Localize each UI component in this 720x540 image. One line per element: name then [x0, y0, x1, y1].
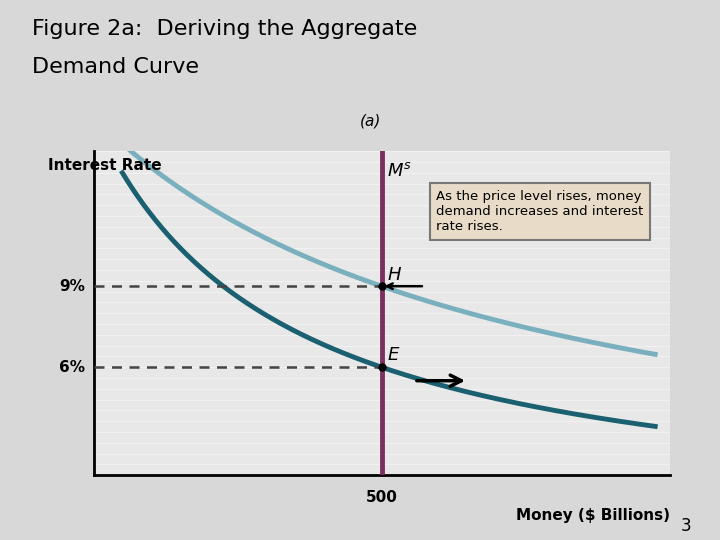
- Text: Interest Rate: Interest Rate: [48, 158, 161, 173]
- Text: (a): (a): [359, 113, 381, 129]
- Text: 500: 500: [366, 490, 397, 505]
- Text: $\mathit{E}$: $\mathit{E}$: [387, 347, 401, 364]
- Text: Demand Curve: Demand Curve: [32, 57, 199, 77]
- Text: As the price level rises, money
demand increases and interest
rate rises.: As the price level rises, money demand i…: [436, 190, 644, 233]
- Text: Money ($ Billions): Money ($ Billions): [516, 508, 670, 523]
- Text: $\mathit{M}^s$: $\mathit{M}^s$: [387, 162, 413, 180]
- Text: 6%: 6%: [59, 360, 85, 375]
- Text: Figure 2a:  Deriving the Aggregate: Figure 2a: Deriving the Aggregate: [32, 19, 418, 39]
- Text: 3: 3: [680, 517, 691, 535]
- Text: 9%: 9%: [59, 279, 85, 294]
- Text: $\mathit{H}$: $\mathit{H}$: [387, 266, 402, 284]
